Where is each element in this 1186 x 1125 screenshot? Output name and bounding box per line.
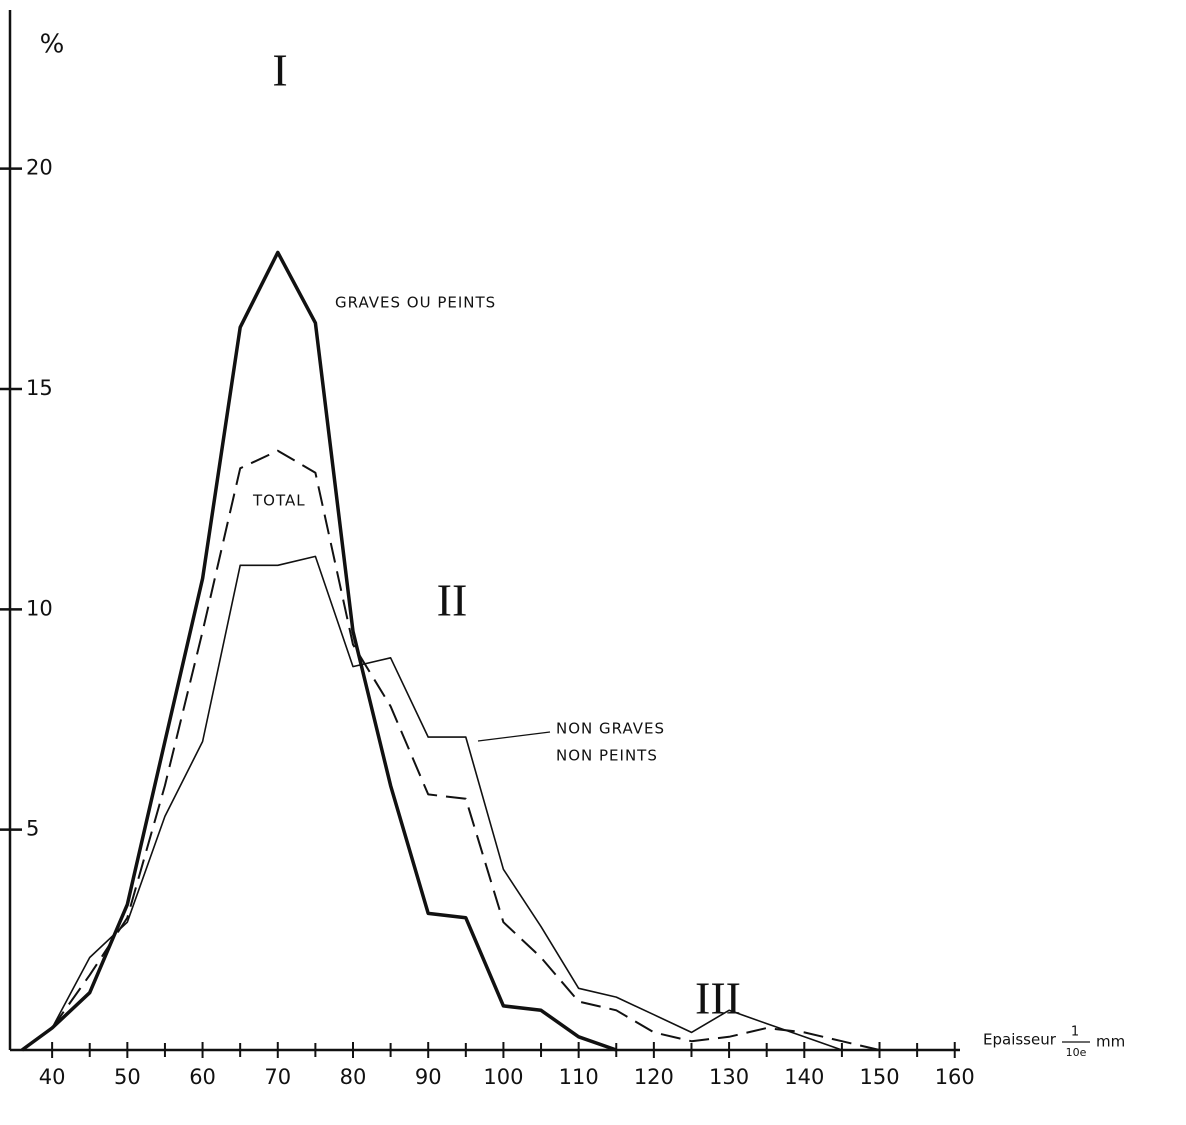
series-line [51, 449, 880, 1051]
x-tick-label: 130 [709, 1065, 749, 1089]
zone-label: III [695, 973, 741, 1024]
series-label: NON PEINTS [556, 747, 658, 765]
x-tick-label: 160 [935, 1065, 975, 1089]
series-line [20, 250, 617, 1052]
y-tick-label: 20 [26, 156, 53, 180]
x-axis-label-denominator: 10e [1066, 1046, 1087, 1059]
x-tick-label: 110 [559, 1065, 599, 1089]
series-label: GRAVES OU PEINTS [335, 294, 496, 312]
series-line [51, 555, 843, 1051]
series-label: NON GRAVES [556, 720, 665, 738]
y-tick-label: 15 [26, 376, 53, 400]
x-axis-label-unit: mm [1096, 1033, 1125, 1051]
zone-label: I [272, 45, 287, 96]
x-tick-label: 50 [114, 1065, 141, 1089]
x-axis-label-numerator: 1 [1071, 1025, 1079, 1040]
x-tick-label: 150 [859, 1065, 899, 1089]
y-axis-label: % [40, 30, 65, 60]
x-tick-label: 90 [415, 1065, 442, 1089]
x-tick-label: 80 [340, 1065, 367, 1089]
series-label: TOTAL [252, 492, 306, 510]
y-tick-label: 5 [26, 817, 39, 841]
x-tick-label: 70 [264, 1065, 291, 1089]
y-tick-label: 10 [26, 596, 53, 620]
x-tick-label: 40 [39, 1065, 66, 1089]
x-axis-label: Epaisseur [983, 1031, 1057, 1049]
x-tick-label: 100 [483, 1065, 523, 1089]
zone-label: II [437, 575, 468, 626]
x-tick-label: 120 [634, 1065, 674, 1089]
leader-line [477, 731, 551, 742]
x-tick-label: 60 [189, 1065, 216, 1089]
x-tick-label: 140 [784, 1065, 824, 1089]
